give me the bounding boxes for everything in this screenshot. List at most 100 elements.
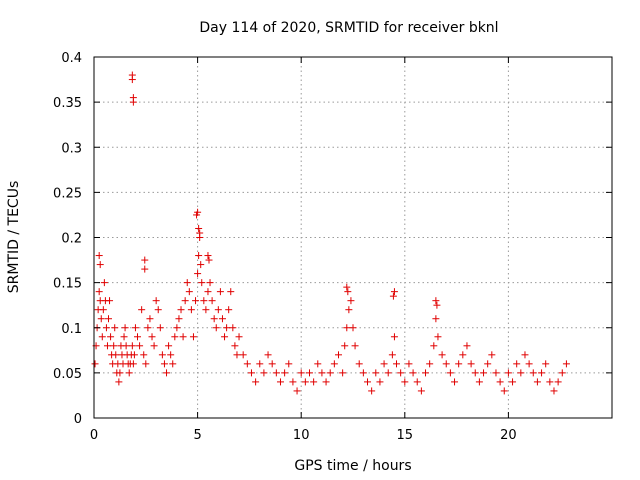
- data-point: [264, 351, 272, 359]
- data-point: [107, 333, 115, 341]
- data-point: [100, 279, 108, 287]
- data-point: [158, 351, 166, 359]
- data-point: [347, 297, 355, 305]
- data-point: [389, 292, 397, 300]
- data-point: [185, 288, 193, 296]
- data-point: [500, 387, 508, 395]
- data-point: [554, 378, 562, 386]
- data-point: [204, 288, 212, 296]
- data-point: [451, 378, 459, 386]
- data-point: [345, 306, 353, 314]
- data-point: [413, 378, 421, 386]
- data-point: [455, 360, 463, 368]
- y-tick-label: 0.4: [61, 51, 82, 66]
- data-point: [125, 369, 133, 377]
- data-point: [192, 297, 200, 305]
- data-point: [318, 369, 326, 377]
- data-point: [305, 369, 313, 377]
- data-point: [181, 297, 189, 305]
- data-point: [538, 369, 546, 377]
- data-point: [558, 369, 566, 377]
- data-point: [260, 369, 268, 377]
- data-point: [136, 342, 144, 350]
- data-point: [112, 351, 120, 359]
- data-point: [206, 279, 214, 287]
- data-point: [165, 342, 173, 350]
- data-point: [504, 369, 512, 377]
- data-point: [129, 360, 137, 368]
- data-point: [492, 369, 500, 377]
- data-point: [221, 333, 229, 341]
- data-point: [120, 333, 128, 341]
- data-point: [525, 360, 533, 368]
- data-point: [205, 256, 213, 264]
- y-tick-label: 0.2: [61, 232, 82, 247]
- data-point: [216, 288, 224, 296]
- data-point: [97, 315, 105, 323]
- data-point: [364, 378, 372, 386]
- data-point: [171, 333, 179, 341]
- data-point: [144, 324, 152, 332]
- data-point: [115, 378, 123, 386]
- data-point: [372, 369, 380, 377]
- data-point: [442, 360, 450, 368]
- data-point: [349, 324, 357, 332]
- y-axis-title: SRMTID / TECUs: [6, 181, 22, 294]
- data-point: [150, 342, 158, 350]
- data-point: [210, 315, 218, 323]
- x-tick-label: 0: [90, 428, 98, 443]
- chart-title: Day 114 of 2020, SRMTID for receiver bkn…: [199, 20, 498, 36]
- data-point: [388, 351, 396, 359]
- data-point: [196, 229, 204, 237]
- data-point: [233, 351, 241, 359]
- data-point: [105, 315, 113, 323]
- data-point: [111, 324, 119, 332]
- y-axis-ticks: 0 0.05 0.1 0.15 0.2 0.25 0.3 0.35 0.4: [53, 51, 612, 427]
- x-tick-label: 5: [193, 428, 201, 443]
- data-point: [542, 360, 550, 368]
- data-point: [195, 252, 203, 260]
- y-tick-label: 0.3: [61, 141, 82, 156]
- data-point: [393, 360, 401, 368]
- data-point: [533, 378, 541, 386]
- data-point: [310, 378, 318, 386]
- data-point: [355, 360, 363, 368]
- data-point: [229, 324, 237, 332]
- data-point: [562, 360, 570, 368]
- data-point: [471, 369, 479, 377]
- y-tick-label: 0.1: [61, 322, 82, 337]
- data-point: [343, 324, 351, 332]
- data-point: [198, 279, 206, 287]
- data-point: [142, 360, 150, 368]
- y-tick-label: 0.25: [53, 186, 82, 201]
- data-point: [496, 378, 504, 386]
- data-point: [160, 360, 168, 368]
- data-point: [208, 297, 216, 305]
- data-point: [480, 369, 488, 377]
- data-point: [169, 360, 177, 368]
- data-point: [339, 369, 347, 377]
- data-point: [202, 306, 210, 314]
- data-point: [293, 387, 301, 395]
- data-point: [517, 369, 525, 377]
- data-point: [330, 360, 338, 368]
- data-point: [484, 360, 492, 368]
- data-point: [344, 288, 352, 296]
- data-point: [156, 324, 164, 332]
- data-point: [129, 94, 137, 102]
- data-point: [116, 369, 124, 377]
- data-point: [475, 378, 483, 386]
- data-point: [256, 360, 264, 368]
- data-point: [103, 342, 111, 350]
- x-axis-title: GPS time / hours: [294, 458, 411, 474]
- data-point: [138, 306, 146, 314]
- data-point: [529, 369, 537, 377]
- data-point: [433, 301, 441, 309]
- data-point: [235, 333, 243, 341]
- data-point: [376, 378, 384, 386]
- data-point: [218, 315, 226, 323]
- data-point: [359, 369, 367, 377]
- data-point: [122, 342, 130, 350]
- data-point: [223, 324, 231, 332]
